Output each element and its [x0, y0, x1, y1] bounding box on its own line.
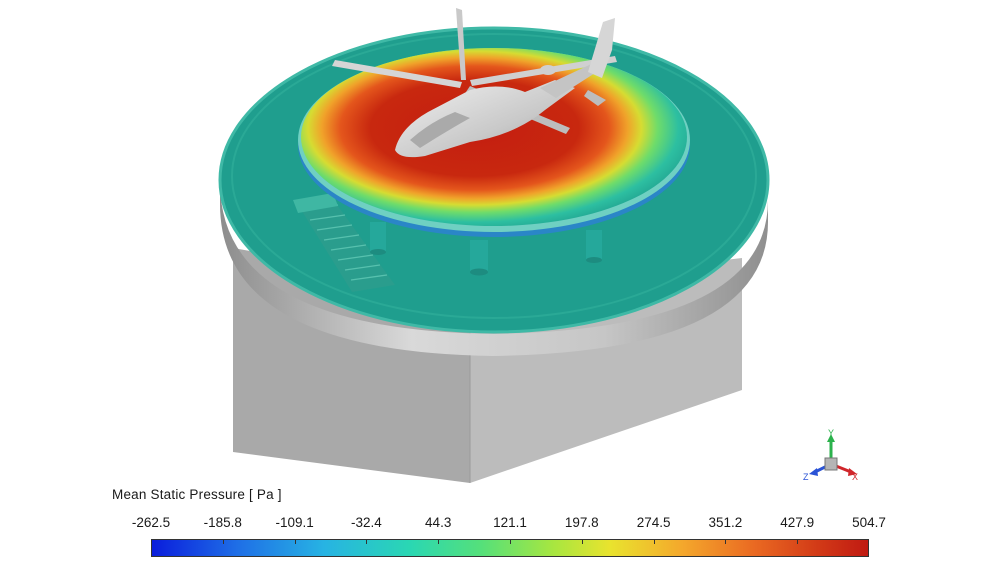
colorbar-tick [725, 539, 727, 544]
colorbar-tick [294, 539, 296, 544]
colorbar-tick-label: 274.5 [636, 515, 671, 530]
colorbar-tick-label: 197.8 [564, 515, 599, 530]
colorbar-tick-label: 44.3 [425, 515, 452, 530]
colorbar-tick [222, 539, 224, 544]
colorbar-tick [797, 539, 799, 544]
colorbar [151, 539, 869, 557]
colorbar-tick-label: 504.7 [852, 515, 886, 530]
legend-title: Mean Static Pressure [ Pa ] [112, 487, 282, 502]
colorbar-tick-label: 351.2 [708, 515, 743, 530]
stairs [293, 193, 395, 292]
colorbar-tick-label: 427.9 [780, 515, 815, 530]
colorbar-tick-label: 121.1 [493, 515, 527, 530]
colorbar-tick-label: -262.5 [131, 515, 171, 530]
colorbar-tick-label: -32.4 [351, 515, 382, 530]
colorbar-tick-labels: -262.5 -185.8 -109.1 -32.4 44.3 121.1 197.8 274… [120, 515, 900, 533]
colorbar-tick-label: -109.1 [275, 515, 314, 530]
x-axis-label: X [852, 472, 859, 482]
colorbar-tick [510, 539, 511, 544]
colorbar-tick [653, 539, 655, 544]
deck-supports [370, 222, 602, 276]
helicopter [332, 8, 617, 158]
colorbar-tick [438, 539, 440, 544]
triad-cube [824, 457, 838, 471]
orientation-triad[interactable]: Y X Z [803, 428, 863, 488]
colorbar-tick-label: -185.8 [203, 515, 242, 530]
colorbar-tick [581, 539, 583, 544]
y-axis-label: Y [828, 428, 835, 438]
z-axis-label: Z [803, 472, 809, 482]
colorbar-tick [366, 539, 368, 544]
